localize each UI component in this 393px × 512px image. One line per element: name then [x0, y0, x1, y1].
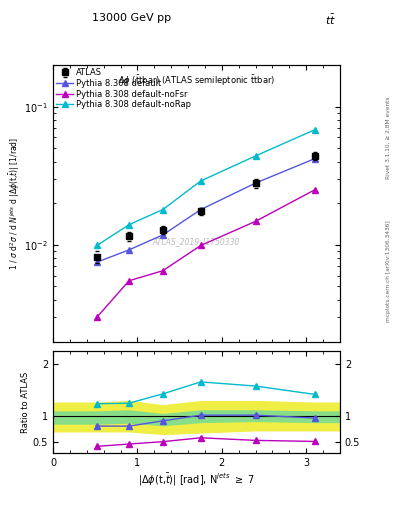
- Pythia 8.308 default-noFsr: [95, 314, 99, 320]
- Pythia 8.308 default-noFsr: [127, 278, 131, 284]
- Pythia 8.308 default-noRap: [95, 242, 99, 248]
- Text: $\Delta\phi$ ($\bar{\rm t}$tbar) (ATLAS semileptonic $\bar{\rm t}$tbar): $\Delta\phi$ ($\bar{\rm t}$tbar) (ATLAS …: [118, 73, 275, 88]
- Pythia 8.308 default: [127, 247, 131, 253]
- Text: mcplots.cern.ch [arXiv:1306.3436]: mcplots.cern.ch [arXiv:1306.3436]: [386, 221, 391, 322]
- Pythia 8.308 default-noRap: [253, 153, 258, 159]
- Line: Pythia 8.308 default-noFsr: Pythia 8.308 default-noFsr: [94, 187, 318, 320]
- Pythia 8.308 default-noFsr: [312, 187, 317, 193]
- Line: Pythia 8.308 default: Pythia 8.308 default: [94, 156, 318, 265]
- Text: 13000 GeV pp: 13000 GeV pp: [92, 13, 171, 23]
- Text: Rivet 3.1.10, ≥ 2.8M events: Rivet 3.1.10, ≥ 2.8M events: [386, 97, 391, 180]
- Pythia 8.308 default-noRap: [312, 127, 317, 133]
- Pythia 8.308 default: [198, 206, 203, 212]
- Pythia 8.308 default-noFsr: [253, 218, 258, 224]
- Legend: ATLAS, Pythia 8.308 default, Pythia 8.308 default-noFsr, Pythia 8.308 default-no: ATLAS, Pythia 8.308 default, Pythia 8.30…: [55, 68, 192, 110]
- Pythia 8.308 default: [160, 232, 165, 238]
- Y-axis label: Ratio to ATLAS: Ratio to ATLAS: [21, 371, 30, 433]
- Pythia 8.308 default: [312, 156, 317, 162]
- Pythia 8.308 default-noFsr: [160, 268, 165, 274]
- X-axis label: |$\Delta\phi$(t,$\bar{t}$)| [rad], N$^{jets}$ $\geq$ 7: |$\Delta\phi$(t,$\bar{t}$)| [rad], N$^{j…: [138, 472, 255, 488]
- Text: $t\bar{t}$: $t\bar{t}$: [325, 13, 336, 27]
- Pythia 8.308 default: [95, 259, 99, 265]
- Y-axis label: 1 / $\sigma$ d$^2\sigma$ / d $N^{jets}$ d |$\Delta\phi$(t,$\bar{t}$)| [1/rad]: 1 / $\sigma$ d$^2\sigma$ / d $N^{jets}$ …: [7, 137, 22, 270]
- Pythia 8.308 default-noRap: [198, 178, 203, 184]
- Pythia 8.308 default-noRap: [127, 222, 131, 228]
- Pythia 8.308 default: [253, 180, 258, 186]
- Line: Pythia 8.308 default-noRap: Pythia 8.308 default-noRap: [94, 127, 318, 248]
- Pythia 8.308 default-noRap: [160, 206, 165, 212]
- Text: ATLAS_2019_I1750330: ATLAS_2019_I1750330: [153, 238, 240, 246]
- Pythia 8.308 default-noFsr: [198, 242, 203, 248]
